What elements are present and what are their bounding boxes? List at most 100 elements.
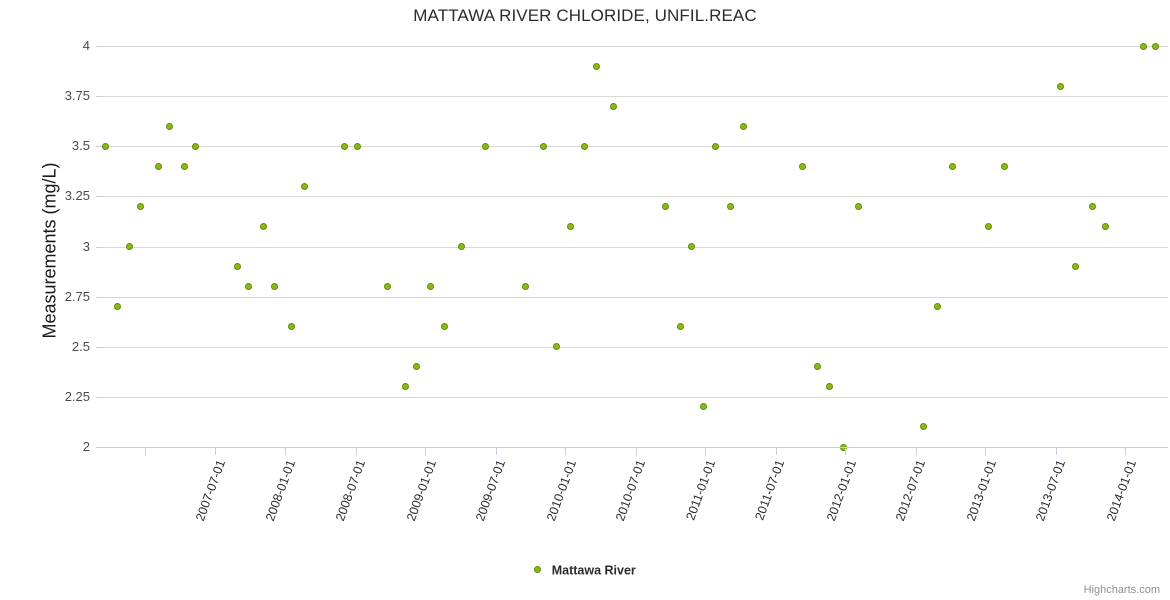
data-point[interactable]	[948, 162, 956, 170]
data-point[interactable]	[1071, 263, 1079, 271]
legend-item-label: Mattawa River	[551, 563, 636, 578]
data-point[interactable]	[457, 243, 465, 250]
y-axis-tick-label: 3.5	[71, 138, 90, 154]
y-axis-tick-label: 2.25	[64, 388, 90, 404]
data-point[interactable]	[166, 122, 173, 130]
x-axis-tick-mark	[775, 448, 777, 455]
plot-area	[101, 42, 1168, 451]
data-point[interactable]	[301, 182, 309, 190]
x-axis-tick-mark	[424, 448, 426, 455]
x-axis-tick-label: 2012-01-01	[823, 458, 859, 523]
x-axis-tick-mark	[144, 448, 146, 455]
data-point[interactable]	[259, 222, 267, 230]
gridline	[102, 146, 1168, 148]
data-point[interactable]	[1101, 222, 1109, 230]
data-point[interactable]	[566, 222, 574, 230]
data-point[interactable]	[985, 222, 993, 230]
y-axis-tick-mark	[96, 196, 102, 198]
x-axis-tick-mark	[985, 448, 987, 455]
data-point[interactable]	[180, 162, 188, 170]
data-point[interactable]	[1056, 82, 1064, 90]
data-point[interactable]	[384, 283, 392, 291]
legend-item-mattawa-river[interactable]: Mattawa River	[534, 563, 636, 578]
data-point[interactable]	[798, 162, 806, 170]
data-point[interactable]	[1152, 42, 1160, 50]
x-axis-tick-mark	[1125, 448, 1127, 455]
y-axis-tick-mark	[96, 46, 102, 47]
data-point[interactable]	[700, 403, 708, 411]
data-point[interactable]	[1001, 162, 1009, 170]
x-axis-tick-label: 2014-01-01	[1104, 458, 1140, 523]
y-axis-tick-mark	[96, 447, 102, 448]
x-axis-tick-mark	[635, 448, 637, 455]
y-axis-tick-mark	[96, 296, 102, 298]
data-point[interactable]	[539, 142, 547, 150]
data-point[interactable]	[271, 283, 279, 291]
data-point[interactable]	[740, 122, 748, 130]
y-axis-tick-label: 2.5	[71, 338, 90, 354]
data-point[interactable]	[287, 323, 295, 331]
x-axis-tick-mark	[564, 448, 566, 455]
data-point[interactable]	[136, 202, 144, 210]
y-axis-tick-label: 2.75	[64, 288, 90, 304]
x-axis-tick-label: 2008-07-01	[333, 458, 369, 523]
x-axis-line	[102, 447, 1168, 448]
chart-title: MATTAWA RIVER CHLORIDE, UNFIL.REAC	[413, 6, 757, 25]
x-axis-tick-mark	[495, 448, 497, 455]
y-axis-tick-label: 2	[82, 439, 90, 454]
data-point[interactable]	[553, 343, 561, 351]
data-point[interactable]	[855, 202, 863, 210]
data-point[interactable]	[1088, 202, 1096, 210]
y-axis-tick-mark	[96, 246, 102, 248]
data-point[interactable]	[426, 283, 434, 291]
x-axis-tick-label: 2010-07-01	[613, 458, 649, 523]
x-axis-tick-mark	[355, 448, 357, 455]
y-axis-tick-mark	[96, 146, 102, 148]
data-point[interactable]	[919, 423, 927, 431]
gridline	[102, 46, 1168, 47]
data-point[interactable]	[580, 142, 588, 150]
data-point[interactable]	[413, 363, 421, 371]
x-axis-tick-mark	[845, 448, 847, 455]
x-axis-tick-label: 2009-01-01	[403, 458, 439, 523]
data-point[interactable]	[521, 283, 529, 291]
x-axis-tick-label: 2007-07-01	[192, 458, 228, 523]
data-point[interactable]	[676, 323, 684, 331]
data-point[interactable]	[233, 263, 241, 271]
data-point[interactable]	[401, 383, 409, 391]
data-point[interactable]	[245, 283, 253, 291]
data-point[interactable]	[688, 243, 696, 250]
data-point[interactable]	[610, 102, 618, 110]
data-point[interactable]	[101, 142, 109, 150]
data-point[interactable]	[711, 142, 719, 150]
data-point[interactable]	[593, 62, 601, 70]
data-point[interactable]	[114, 303, 122, 311]
data-point[interactable]	[125, 243, 133, 250]
data-point[interactable]	[933, 303, 941, 311]
data-point[interactable]	[353, 142, 361, 150]
gridline	[102, 246, 1168, 248]
gridline	[102, 196, 1168, 198]
y-axis-tick-label: 3.75	[64, 88, 90, 104]
data-point[interactable]	[726, 202, 734, 210]
x-axis-tick-mark	[215, 448, 217, 455]
x-axis-tick-label: 2009-07-01	[473, 458, 509, 523]
data-point[interactable]	[481, 142, 489, 150]
data-point[interactable]	[1140, 42, 1148, 50]
data-point[interactable]	[154, 162, 162, 170]
y-axis-tick-label: 4	[82, 38, 90, 53]
data-point[interactable]	[661, 202, 669, 210]
data-point[interactable]	[825, 383, 833, 391]
highcharts-credits[interactable]: Highcharts.com	[1083, 584, 1160, 596]
x-axis-tick-mark	[705, 448, 706, 455]
data-point[interactable]	[813, 363, 821, 371]
x-axis-tick-label: 2013-07-01	[1033, 458, 1069, 523]
data-point[interactable]	[340, 142, 348, 150]
x-axis-tick-label: 2010-01-01	[543, 458, 579, 523]
x-axis-tick-label: 2008-01-01	[263, 458, 299, 523]
y-axis-tick-label: 3.25	[64, 188, 90, 204]
data-point[interactable]	[191, 142, 199, 150]
x-axis-tick-label: 2013-01-01	[964, 458, 1000, 523]
data-point[interactable]	[441, 323, 449, 331]
